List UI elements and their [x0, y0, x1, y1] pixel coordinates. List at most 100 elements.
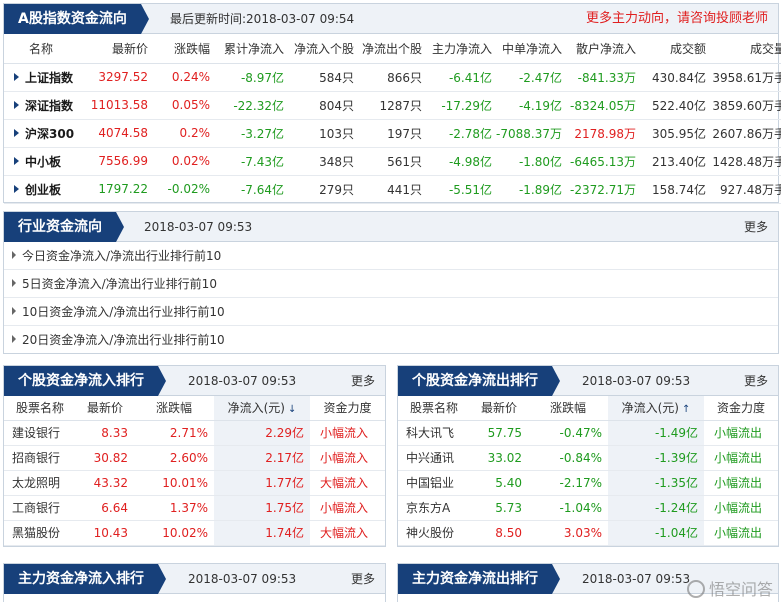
column-header-label[interactable]: 净流入(元) — [621, 401, 679, 416]
column-header[interactable]: 散户净流入 — [566, 34, 640, 64]
column-header[interactable]: 最新价 — [82, 34, 152, 64]
price-cell: 8.50 — [470, 520, 528, 546]
index-name-label[interactable]: 创业板 — [25, 182, 62, 197]
column-header[interactable]: 涨跌幅 — [152, 34, 214, 64]
industry-link-item[interactable]: 今日资金净流入/净流出行业排行前10 — [4, 242, 778, 270]
price-cell: 5.73 — [470, 495, 528, 521]
triangle-right-icon — [14, 72, 19, 81]
column-header-label[interactable]: 涨跌幅 — [155, 401, 192, 416]
industry-link-item[interactable]: 20日资金净流入/净流出行业排行前10 — [4, 326, 778, 354]
column-header-label[interactable]: 最新价 — [86, 401, 123, 416]
arrow-down-icon[interactable]: ↓ — [287, 404, 297, 416]
column-header[interactable]: 净流入个股 — [288, 34, 358, 64]
column-header[interactable]: 最新价 — [470, 396, 528, 421]
column-header-label[interactable]: 资金力度 — [323, 401, 372, 416]
industry-link-label[interactable]: 今日资金净流入/净流出行业排行前10 — [22, 249, 222, 263]
index-name-cell[interactable]: 沪深300 — [4, 119, 82, 148]
column-header[interactable]: 股票名称 — [398, 396, 470, 421]
column-header-label[interactable]: 股票名称 — [15, 401, 64, 416]
last-updated-time: 最后更新时间:2018-03-07 09:54 — [170, 12, 355, 26]
industry-more-link[interactable]: 更多 — [743, 220, 768, 234]
table-row[interactable]: 神火股份 8.50 3.03% -1.04亿 小幅流出 — [398, 520, 778, 546]
index-row[interactable]: 创业板 1797.22 -0.02% -7.64亿 279只 441只 -5.51亿 -1.8… — [4, 175, 781, 204]
column-header[interactable]: 资金力度 — [704, 396, 778, 421]
industry-link-item[interactable]: 5日资金净流入/净流出行业排行前10 — [4, 270, 778, 298]
index-row[interactable]: 深证指数 11013.58 0.05% -22.32亿 804只 1287只 -17.29亿… — [4, 91, 781, 120]
index-value-cell: -8324.05万 — [566, 91, 640, 120]
industry-link-item[interactable]: 10日资金净流入/净流出行业排行前10 — [4, 298, 778, 326]
index-name-label[interactable]: 深证指数 — [25, 98, 74, 113]
index-value-cell: 2607.86万手 — [710, 119, 781, 148]
index-table: 名称 最新价 涨跌幅 累计净流入 净流入个股 净流出个股 主力净流入 中单净流入 散户净流入 成交… — [4, 34, 781, 204]
table-row[interactable]: 中兴通讯 33.02 -0.84% -1.39亿 小幅流出 — [398, 445, 778, 471]
inflow-more-link[interactable]: 更多 — [350, 374, 375, 388]
stock-name-cell[interactable]: 工商银行 — [4, 495, 76, 521]
stock-name-cell[interactable]: 科大讯飞 — [398, 420, 470, 446]
industry-link-label[interactable]: 20日资金净流入/净流出行业排行前10 — [22, 333, 225, 347]
industry-link-label[interactable]: 5日资金净流入/净流出行业排行前10 — [22, 277, 217, 291]
index-row[interactable]: 上证指数 3297.52 0.24% -8.97亿 584只 866只 -6.41亿 -2.4… — [4, 63, 781, 92]
column-header-label[interactable]: 涨跌幅 — [549, 401, 586, 416]
column-header[interactable]: 股票名称 — [4, 396, 76, 421]
column-header[interactable]: 中单净流入 — [496, 34, 566, 64]
table-row[interactable]: 招商银行 30.82 2.60% 2.17亿 小幅流入 — [4, 445, 385, 471]
index-name-label[interactable]: 中小板 — [25, 154, 62, 169]
stock-name-cell[interactable]: 黑猫股份 — [4, 520, 76, 546]
industry-link-label[interactable]: 10日资金净流入/净流出行业排行前10 — [22, 305, 225, 319]
table-row[interactable]: 京东方A 5.73 -1.04% -1.24亿 小幅流出 — [398, 495, 778, 521]
index-name-cell[interactable]: 深证指数 — [4, 91, 82, 120]
column-header-label[interactable]: 净流入(元) — [227, 401, 285, 416]
index-value-cell: 11013.58 — [82, 91, 152, 120]
column-header-label[interactable]: 资金力度 — [716, 401, 765, 416]
index-row[interactable]: 中小板 7556.99 0.02% -7.43亿 348只 561只 -4.98亿 -1.80… — [4, 147, 781, 176]
stock-name-cell[interactable]: 建设银行 — [4, 420, 76, 446]
column-header[interactable]: 涨跌幅 — [528, 396, 608, 421]
stock-name-cell[interactable]: 中兴通讯 — [398, 445, 470, 471]
column-header[interactable]: 最新价 — [76, 396, 134, 421]
index-name-label[interactable]: 上证指数 — [25, 70, 74, 85]
column-header[interactable]: 主力净流入 — [426, 34, 496, 64]
table-row[interactable]: 工商银行 6.64 1.37% 1.75亿 小幅流入 — [4, 495, 385, 521]
stock-name-cell[interactable]: 京东方A — [398, 495, 470, 521]
column-header[interactable]: 累计净流入 — [214, 34, 288, 64]
column-header[interactable]: 净流入(元) ↓ — [214, 396, 310, 421]
industry-link-list: 今日资金净流入/净流出行业排行前10 5日资金净流入/净流出行业排行前10 10日资… — [4, 242, 778, 354]
column-header[interactable]: 净流出个股 — [358, 34, 426, 64]
stock-name-cell[interactable]: 太龙照明 — [4, 470, 76, 496]
net-flow-cell: -1.39亿 — [608, 445, 704, 471]
index-value-cell: 4074.58 — [82, 119, 152, 148]
table-row[interactable]: 建设银行 8.33 2.71% 2.29亿 小幅流入 — [4, 420, 385, 446]
stock-name-cell[interactable]: 招商银行 — [4, 445, 76, 471]
index-name-cell[interactable]: 上证指数 — [4, 63, 82, 92]
stock-name-cell[interactable]: 中国铝业 — [398, 470, 470, 496]
outflow-more-link[interactable]: 更多 — [743, 374, 768, 388]
stock-name-cell[interactable]: 神火股份 — [398, 520, 470, 546]
index-name-cell[interactable]: 中小板 — [4, 147, 82, 176]
advisor-promo-link[interactable]: 更多主力动向，请咨询投顾老师 — [585, 11, 768, 26]
column-header[interactable]: 净流入(元) ↑ — [608, 396, 704, 421]
index-value-cell: 305.95亿 — [640, 119, 710, 148]
column-header[interactable]: 涨跌幅 — [134, 396, 214, 421]
index-value-cell: 2178.98万 — [566, 119, 640, 148]
arrow-up-icon[interactable]: ↑ — [681, 404, 691, 416]
table-row[interactable]: 太龙照明 43.32 10.01% 1.77亿 大幅流入 — [4, 470, 385, 496]
index-value-cell: 0.05% — [152, 91, 214, 120]
net-flow-cell: 2.29亿 — [214, 420, 310, 446]
index-value-cell: -8.97亿 — [214, 63, 288, 92]
index-value-cell: 3958.61万手 — [710, 63, 781, 92]
column-header[interactable]: 成交量 — [710, 34, 781, 64]
index-name-label[interactable]: 沪深300 — [25, 126, 75, 141]
index-row[interactable]: 沪深300 4074.58 0.2% -3.27亿 103只 197只 -2.78亿 -708… — [4, 119, 781, 148]
index-value-cell: -5.51亿 — [426, 175, 496, 204]
table-row[interactable]: 黑猫股份 10.43 10.02% 1.74亿 大幅流入 — [4, 520, 385, 546]
main-inflow-more-link[interactable]: 更多 — [350, 572, 375, 586]
table-row[interactable]: 科大讯飞 57.75 -0.47% -1.49亿 小幅流出 — [398, 420, 778, 446]
main-inflow-panel-title: 主力资金净流入排行 — [4, 564, 166, 594]
column-header[interactable]: 成交额 — [640, 34, 710, 64]
column-header-label[interactable]: 最新价 — [480, 401, 517, 416]
column-header[interactable]: 名称 — [4, 34, 82, 64]
column-header[interactable]: 资金力度 — [310, 396, 385, 421]
column-header-label[interactable]: 股票名称 — [409, 401, 458, 416]
index-name-cell[interactable]: 创业板 — [4, 175, 82, 204]
table-row[interactable]: 中国铝业 5.40 -2.17% -1.35亿 小幅流出 — [398, 470, 778, 496]
